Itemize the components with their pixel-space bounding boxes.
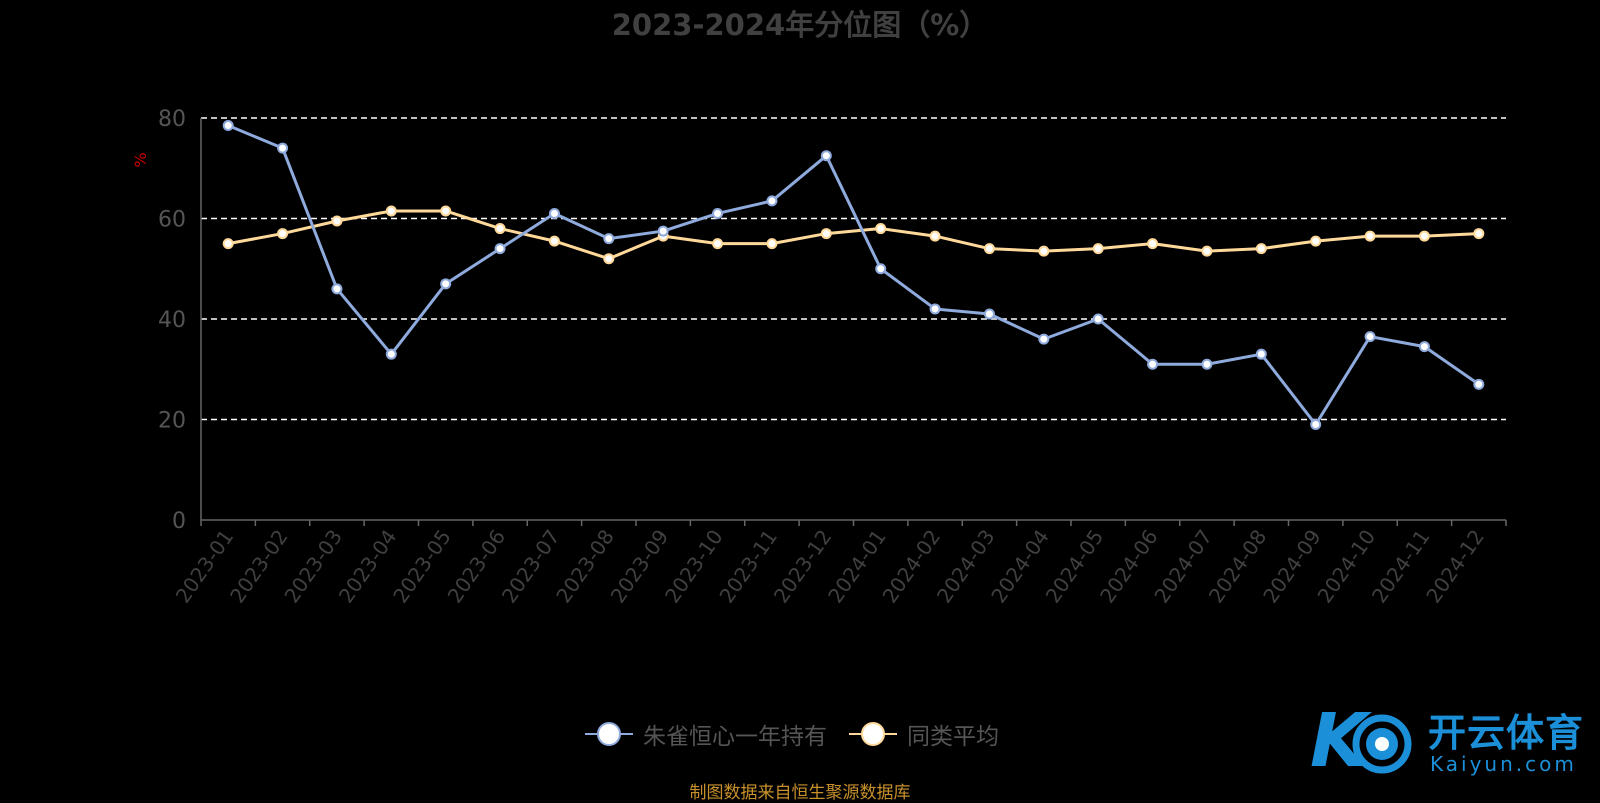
watermark-brand: 开云体育: [1428, 711, 1585, 755]
svg-text:K: K: [1310, 700, 1372, 780]
legend-swatch-fund: [585, 721, 633, 747]
data-point-s0-2023-12: [820, 150, 832, 162]
series-line-1: [227, 209, 1479, 261]
legend-label-fund: 朱雀恒心一年持有: [643, 724, 827, 750]
data-point-s1-2024-04: [1038, 245, 1050, 257]
legend-item-fund[interactable]: 朱雀恒心一年持有: [585, 717, 827, 751]
data-point-s0-2023-05: [440, 278, 452, 290]
data-point-s1-2023-05: [440, 205, 452, 217]
data-point-s0-2024-07: [1201, 358, 1213, 370]
logo-icon: K: [1310, 698, 1412, 784]
data-point-s1-2024-07: [1201, 245, 1213, 257]
axes: 020406080%2023-012023-022023-032023-0420…: [131, 107, 1507, 607]
legend-swatch-average: [849, 721, 897, 747]
legend: 朱雀恒心一年持有 同类平均: [585, 718, 999, 750]
legend-label-average: 同类平均: [907, 724, 999, 750]
data-point-s1-2023-12: [820, 228, 832, 240]
data-point-s0-2024-11: [1418, 341, 1430, 353]
data-point-s0-2024-09: [1310, 419, 1322, 431]
data-point-s1-2023-01: [222, 238, 234, 250]
data-point-s1-2024-02: [929, 230, 941, 242]
data-point-s0-2023-10: [712, 207, 724, 219]
y-axis-label: %: [131, 152, 150, 167]
data-point-s1-2024-10: [1364, 230, 1376, 242]
data-point-s1-2024-08: [1255, 243, 1267, 255]
data-point-s0-2024-10: [1364, 331, 1376, 343]
y-tick-label-80: 80: [158, 107, 186, 132]
data-point-s0-2023-06: [494, 243, 506, 255]
line-chart: 020406080%2023-012023-022023-032023-0420…: [131, 107, 1507, 607]
data-point-s0-2024-12: [1473, 378, 1485, 390]
data-point-s1-2024-01: [875, 223, 887, 235]
y-tick-label-0: 0: [172, 509, 186, 534]
data-point-s1-2023-07: [548, 235, 560, 247]
data-point-s1-2024-09: [1310, 235, 1322, 247]
data-point-s1-2024-11: [1418, 230, 1430, 242]
data-point-s1-2023-10: [712, 238, 724, 250]
data-point-s0-2024-06: [1147, 358, 1159, 370]
y-tick-label-60: 60: [158, 208, 186, 233]
watermark-site: Kaiyun.com: [1430, 752, 1577, 776]
data-point-s0-2024-02: [929, 303, 941, 315]
source-note: 制图数据来自恒生聚源数据库: [689, 783, 911, 803]
chart-title: 2023-2024年分位图（%）: [611, 8, 989, 42]
data-point-s1-2023-03: [331, 215, 343, 227]
series-lines: [222, 120, 1485, 431]
y-tick-label-40: 40: [158, 308, 186, 333]
data-point-s1-2023-08: [603, 253, 615, 265]
data-point-s1-2023-04: [385, 205, 397, 217]
watermark-logo: K 开云体育 Kaiyun.com: [1310, 698, 1590, 784]
series-line-0: [227, 124, 1480, 427]
data-point-s1-2024-05: [1092, 243, 1104, 255]
data-point-s0-2023-11: [766, 195, 778, 207]
y-tick-label-20: 20: [158, 409, 186, 434]
data-point-s1-2023-11: [766, 238, 778, 250]
data-point-s0-2023-02: [277, 142, 289, 154]
data-point-s1-2023-06: [494, 223, 506, 235]
data-point-s0-2023-01: [222, 120, 234, 132]
data-point-s0-2023-03: [331, 283, 343, 295]
data-point-s0-2024-05: [1092, 313, 1104, 325]
data-point-s1-2023-02: [277, 228, 289, 240]
data-point-s0-2023-04: [385, 348, 397, 360]
grid-lines: [201, 117, 1506, 421]
data-point-s0-2024-04: [1038, 333, 1050, 345]
data-point-s1-2024-12: [1473, 228, 1485, 240]
data-point-s0-2024-01: [875, 263, 887, 275]
data-point-s0-2023-08: [603, 233, 615, 245]
legend-item-average[interactable]: 同类平均: [849, 717, 999, 751]
data-point-s0-2023-07: [548, 207, 560, 219]
data-point-s0-2023-09: [657, 225, 669, 237]
data-point-s1-2024-06: [1147, 238, 1159, 250]
data-point-s1-2024-03: [983, 243, 995, 255]
data-point-s0-2024-08: [1255, 348, 1267, 360]
data-point-s0-2024-03: [983, 308, 995, 320]
